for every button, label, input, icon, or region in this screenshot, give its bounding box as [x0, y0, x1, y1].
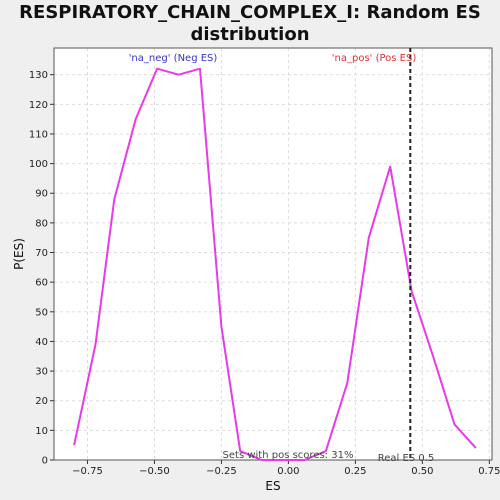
y-tick-label: 50: [35, 307, 48, 318]
real-es-label: Real ES 0.5: [378, 453, 434, 464]
x-tick-label: −0.50: [139, 466, 170, 477]
x-tick-label: 0.50: [411, 466, 433, 477]
series-layer: [73, 48, 477, 461]
y-tick-label: 0: [42, 456, 48, 467]
chart-title-line2: distribution: [190, 24, 310, 45]
density-line: [73, 67, 477, 461]
y-tick-label: 40: [35, 337, 48, 348]
x-tick-label: −0.25: [206, 466, 237, 477]
y-tick-label: 20: [35, 396, 48, 407]
y-tick-label: 120: [29, 100, 48, 111]
y-tick-label: 10: [35, 426, 48, 437]
x-tick-label: 0.00: [277, 466, 299, 477]
x-tick-label: 0.25: [344, 466, 366, 477]
grid: [54, 48, 492, 461]
neg-es-label: 'na_neg' (Neg ES): [129, 53, 218, 64]
sets-pos-label: Sets with pos scores: 31%: [223, 450, 354, 461]
pos-es-label: 'na_pos' (Pos ES): [332, 53, 417, 64]
plot-area: [54, 48, 492, 460]
x-axis-title: ES: [265, 479, 280, 493]
y-tick-label: 110: [29, 129, 48, 140]
y-tick-label: 130: [29, 70, 48, 81]
y-tick-label: 80: [35, 218, 48, 229]
x-tick-label: 0.75: [478, 466, 500, 477]
chart-title: RESPIRATORY_CHAIN_COMPLEX_I: Random ES d…: [0, 2, 500, 46]
y-axis-title: P(ES): [12, 238, 26, 270]
x-tick-label: −0.75: [72, 466, 103, 477]
y-tick-label: 60: [35, 278, 48, 289]
annotations: 'na_neg' (Neg ES) 'na_pos' (Pos ES) Sets w…: [129, 53, 435, 464]
y-tick-label: 90: [35, 189, 48, 200]
axes: −0.75 −0.50 −0.25 0.00 0.25 0.50 0.75 0 10 20 30 40…: [12, 47, 500, 493]
chart-title-line1: RESPIRATORY_CHAIN_COMPLEX_I: Random ES: [19, 2, 481, 23]
y-tick-label: 100: [29, 159, 48, 170]
y-tick-label: 70: [35, 248, 48, 259]
y-tick-label: 30: [35, 367, 48, 378]
